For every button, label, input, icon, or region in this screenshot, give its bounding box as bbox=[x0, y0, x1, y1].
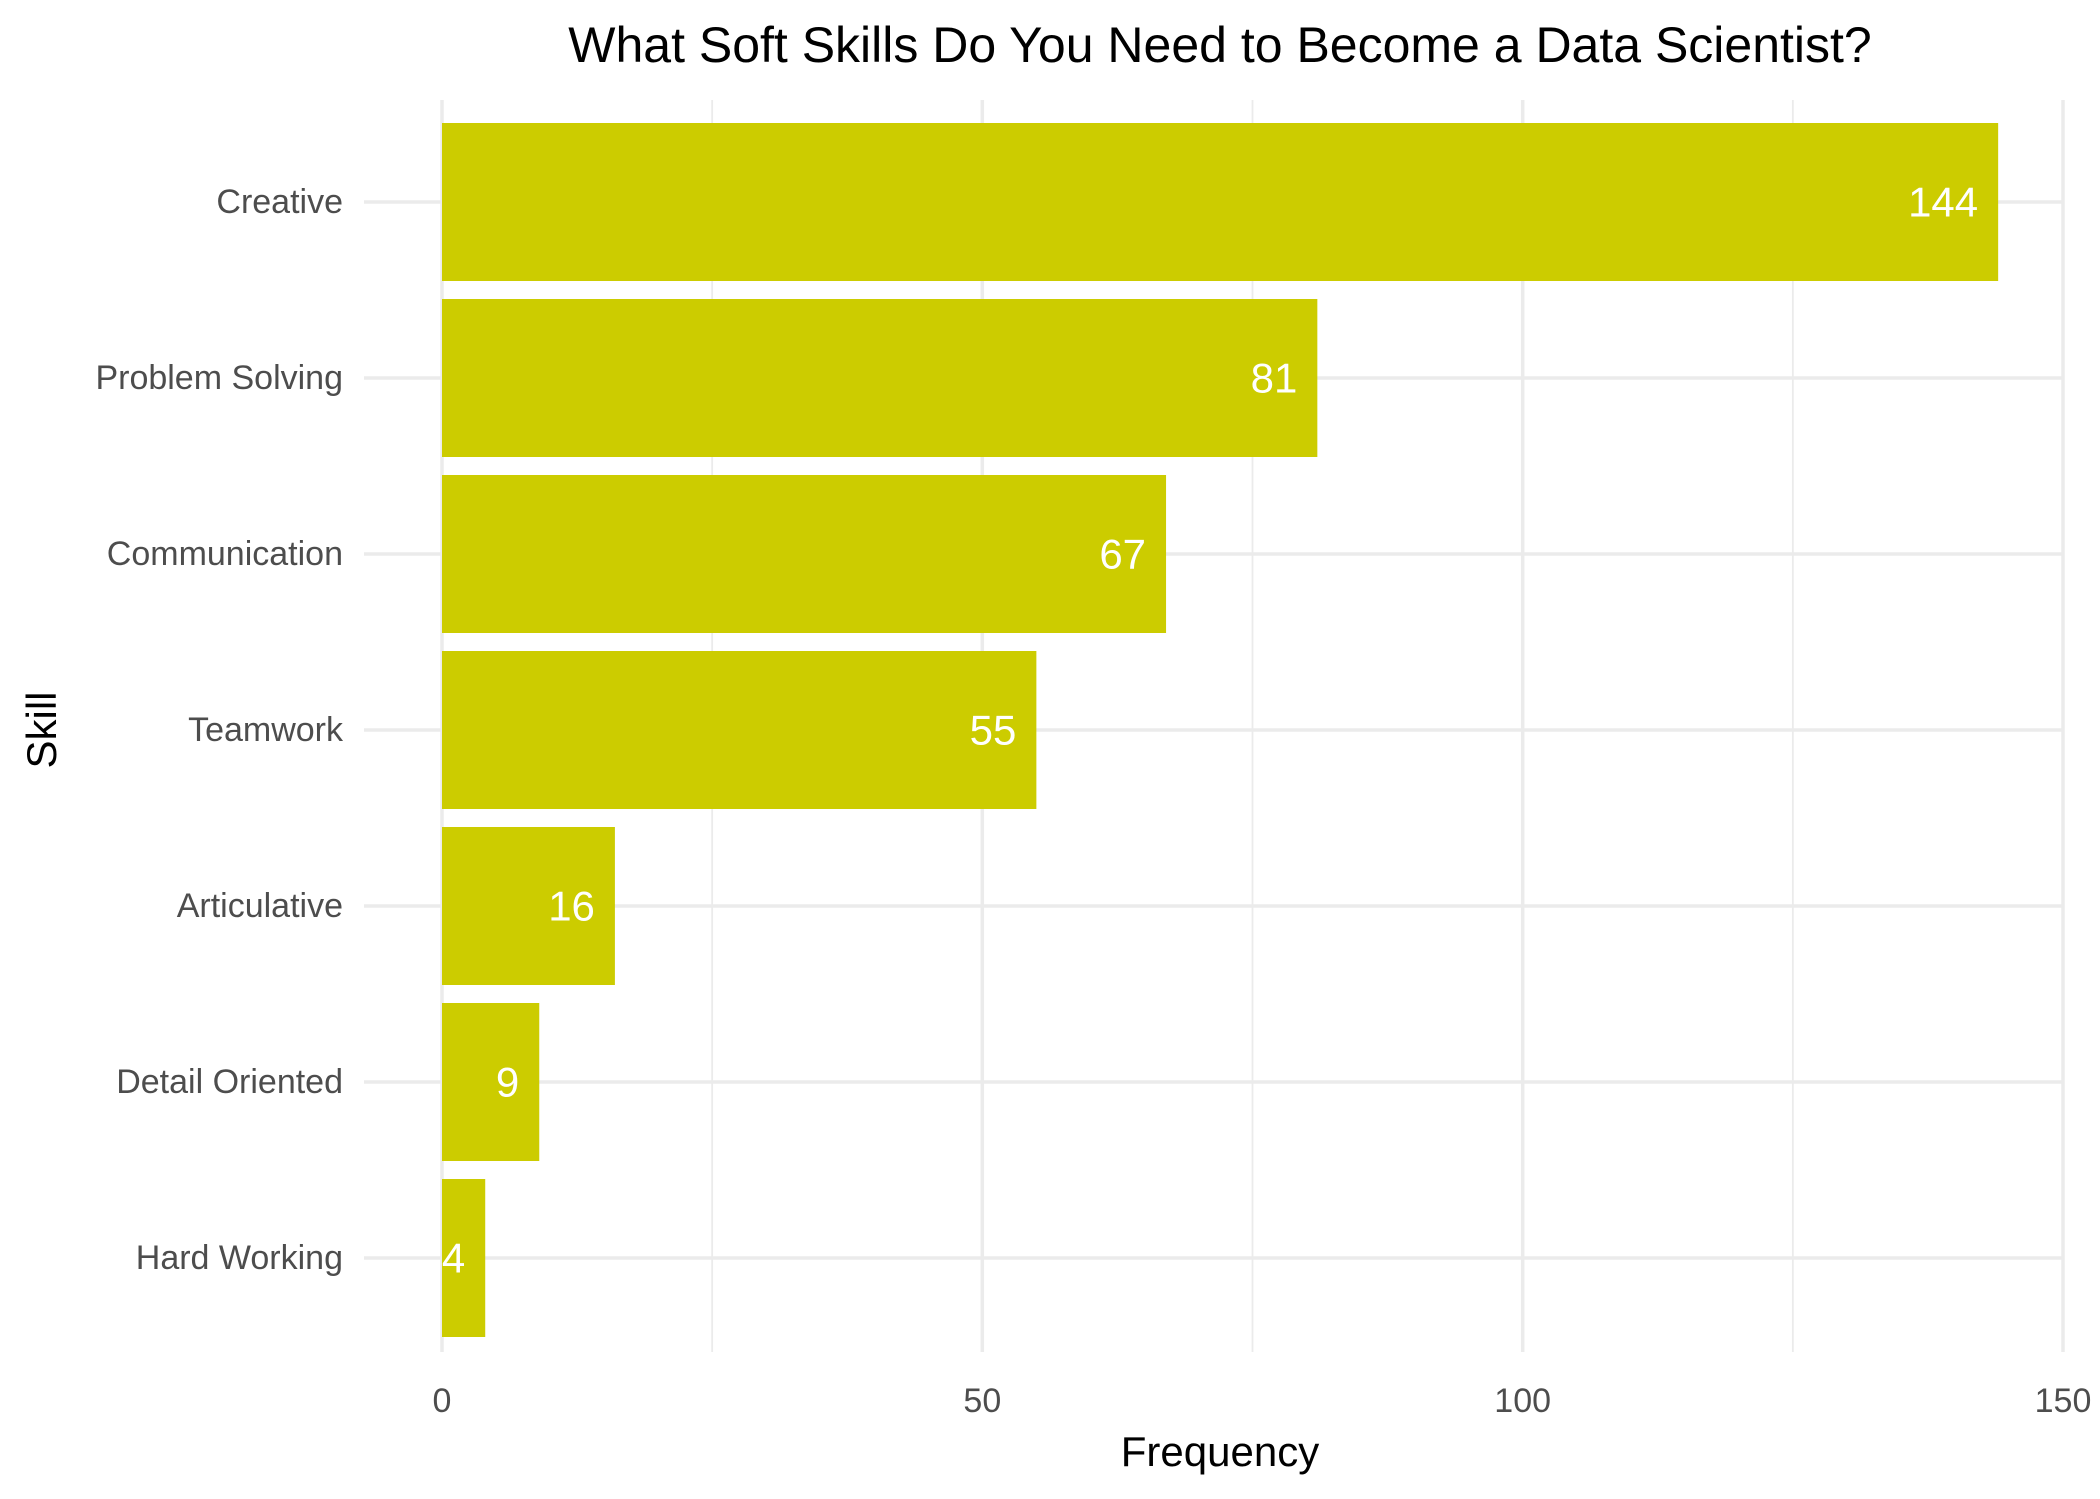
x-axis-ticks: 0 50 100 150 bbox=[433, 1382, 2092, 1420]
y-tick-label: Detail Oriented bbox=[116, 1063, 343, 1101]
x-tick-label: 50 bbox=[963, 1382, 1001, 1420]
x-tick-label: 150 bbox=[2035, 1382, 2092, 1420]
data-labels: 144 81 67 55 16 9 4 bbox=[442, 179, 1978, 1282]
data-label-problem-solving: 81 bbox=[1251, 355, 1298, 402]
bar-creative bbox=[442, 123, 1999, 281]
data-label-teamwork: 55 bbox=[970, 707, 1017, 754]
bar-teamwork bbox=[442, 651, 1037, 809]
y-axis-ticks: Creative Problem Solving Communication Team… bbox=[95, 183, 344, 1277]
y-tick-label: Teamwork bbox=[188, 711, 344, 749]
data-label-hard-working: 4 bbox=[442, 1235, 465, 1282]
bar-hard-working bbox=[442, 1179, 486, 1337]
bar-detail-oriented bbox=[442, 1003, 540, 1161]
data-label-detail-oriented: 9 bbox=[496, 1059, 519, 1106]
y-tick-label: Problem Solving bbox=[95, 359, 343, 397]
bars bbox=[442, 123, 1999, 1337]
y-tick-label: Hard Working bbox=[136, 1239, 343, 1277]
bar-articulative bbox=[442, 827, 615, 985]
bar-communication bbox=[442, 475, 1167, 633]
data-label-articulative: 16 bbox=[548, 883, 595, 930]
y-tick-label: Creative bbox=[216, 183, 343, 221]
chart-title: What Soft Skills Do You Need to Become a… bbox=[568, 17, 1871, 73]
x-tick-label: 0 bbox=[433, 1382, 452, 1420]
data-label-communication: 67 bbox=[1099, 531, 1146, 578]
y-tick-label: Articulative bbox=[177, 887, 343, 925]
x-tick-label: 100 bbox=[1494, 1382, 1551, 1420]
x-axis-title: Frequency bbox=[1121, 1428, 1319, 1475]
y-tick-label: Communication bbox=[107, 535, 343, 573]
data-label-creative: 144 bbox=[1908, 179, 1978, 226]
bar-problem-solving bbox=[442, 299, 1318, 457]
y-axis-title: Skill bbox=[18, 691, 65, 768]
